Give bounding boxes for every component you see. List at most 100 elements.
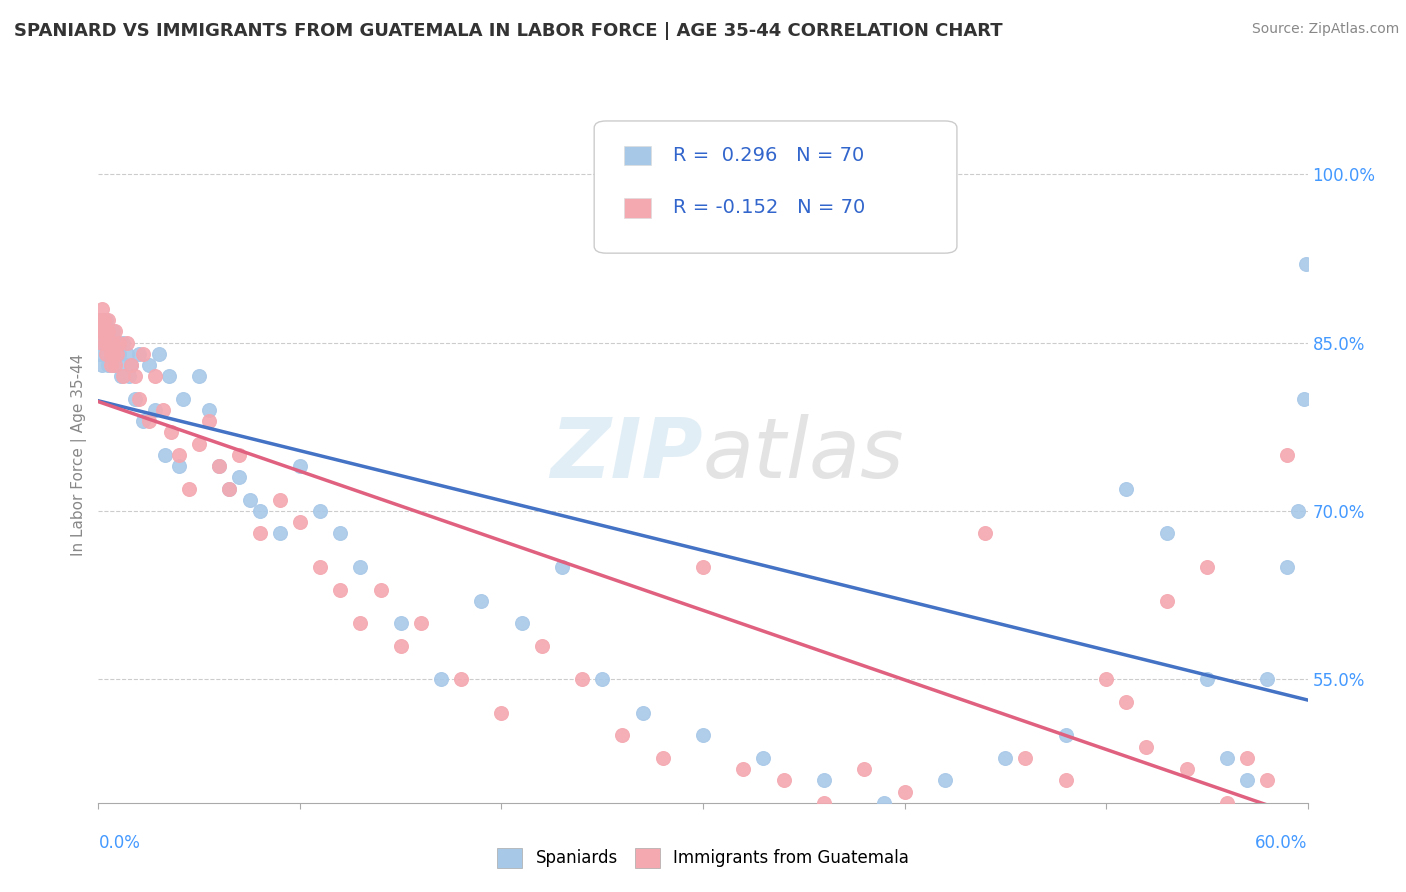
Point — [97, 313, 120, 327]
Point — [934, 773, 956, 788]
Point — [97, 358, 120, 372]
Point — [1115, 482, 1137, 496]
Point — [143, 403, 166, 417]
Point — [167, 459, 190, 474]
Point — [198, 414, 221, 428]
Point — [1195, 560, 1218, 574]
Point — [100, 358, 122, 372]
Point — [974, 526, 997, 541]
Point — [450, 673, 472, 687]
Point — [93, 335, 115, 350]
Point — [1115, 695, 1137, 709]
Point — [93, 325, 115, 339]
Point — [107, 335, 129, 350]
Point — [1277, 448, 1299, 462]
Point — [115, 347, 138, 361]
Point — [1277, 560, 1299, 574]
Point — [651, 751, 673, 765]
Point — [138, 414, 160, 428]
Point — [1135, 739, 1157, 754]
Point — [188, 369, 211, 384]
Point — [128, 347, 150, 361]
Point — [100, 335, 122, 350]
Point — [198, 403, 221, 417]
Point — [329, 526, 352, 541]
Point — [551, 560, 574, 574]
Point — [1256, 673, 1278, 687]
Text: ZIP: ZIP — [550, 415, 703, 495]
Point — [1236, 751, 1258, 765]
Point — [873, 796, 896, 810]
Point — [733, 762, 755, 776]
Point — [1054, 729, 1077, 743]
Point — [103, 358, 125, 372]
Point — [172, 392, 194, 406]
Point — [93, 325, 115, 339]
Point — [91, 301, 114, 316]
Point — [349, 560, 371, 574]
Point — [571, 673, 593, 687]
Point — [228, 470, 250, 484]
Point — [107, 347, 129, 361]
Point — [97, 325, 120, 339]
Point — [1256, 773, 1278, 788]
Point — [160, 425, 183, 440]
Point — [93, 313, 115, 327]
Point — [309, 560, 332, 574]
Point — [692, 560, 714, 574]
Point — [101, 325, 124, 339]
Point — [218, 482, 240, 496]
Point — [89, 313, 111, 327]
Point — [1216, 751, 1239, 765]
Point — [491, 706, 513, 720]
Text: R = -0.152   N = 70: R = -0.152 N = 70 — [673, 198, 865, 218]
Point — [430, 673, 453, 687]
Point — [288, 515, 311, 529]
Point — [934, 807, 956, 822]
Point — [813, 796, 835, 810]
Point — [105, 335, 128, 350]
Point — [91, 335, 114, 350]
Point — [1156, 526, 1178, 541]
Point — [612, 729, 634, 743]
Point — [249, 526, 271, 541]
Point — [179, 482, 201, 496]
Point — [101, 335, 124, 350]
Point — [103, 325, 125, 339]
Point — [269, 526, 291, 541]
Point — [470, 594, 492, 608]
Point — [100, 347, 122, 361]
Point — [1095, 673, 1118, 687]
Point — [1292, 392, 1315, 406]
Point — [309, 504, 332, 518]
Point — [752, 751, 775, 765]
Point — [89, 325, 111, 339]
Point — [1216, 796, 1239, 810]
Point — [1286, 504, 1309, 518]
Point — [188, 436, 211, 450]
Point — [389, 616, 412, 631]
Text: atlas: atlas — [703, 415, 904, 495]
Point — [103, 335, 125, 350]
Text: SPANIARD VS IMMIGRANTS FROM GUATEMALA IN LABOR FORCE | AGE 35-44 CORRELATION CHA: SPANIARD VS IMMIGRANTS FROM GUATEMALA IN… — [14, 22, 1002, 40]
Point — [153, 448, 176, 462]
Point — [1195, 673, 1218, 687]
Point — [105, 347, 128, 361]
Point — [157, 369, 180, 384]
Point — [96, 335, 118, 350]
Point — [591, 673, 613, 687]
Point — [510, 616, 533, 631]
Point — [813, 773, 835, 788]
Point — [97, 325, 120, 339]
Point — [110, 369, 132, 384]
Point — [329, 582, 352, 597]
Point — [772, 773, 794, 788]
Point — [893, 784, 915, 798]
Point — [218, 482, 240, 496]
Point — [1236, 773, 1258, 788]
Point — [228, 448, 250, 462]
Point — [132, 414, 155, 428]
Point — [1295, 257, 1317, 271]
Point — [409, 616, 432, 631]
Point — [288, 459, 311, 474]
